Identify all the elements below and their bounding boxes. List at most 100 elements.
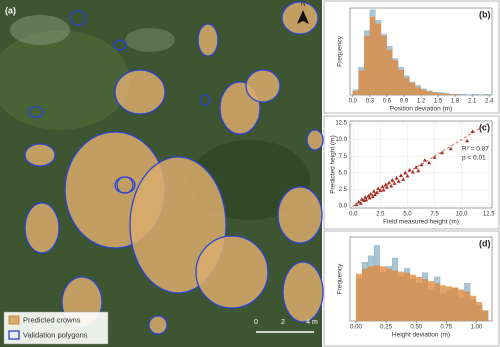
bar — [392, 270, 398, 321]
point — [371, 189, 376, 193]
scale-label: 2 — [281, 319, 285, 326]
point — [470, 129, 475, 134]
bar — [482, 310, 489, 321]
bar — [392, 60, 399, 95]
point — [394, 175, 399, 180]
y-tick-label: 12.5 — [335, 121, 347, 127]
x-tick-label: 0.9 — [400, 99, 409, 105]
bar — [483, 93, 490, 96]
point — [389, 183, 394, 188]
point — [401, 177, 406, 181]
point — [376, 186, 381, 191]
point — [375, 190, 380, 195]
x-tick-label: 1.8 — [451, 99, 460, 105]
legend-label: Validation polygons — [23, 330, 88, 339]
bar — [381, 35, 387, 95]
annotation: p < 0.01 — [462, 155, 486, 162]
point — [422, 157, 427, 162]
panel-label: (c) — [479, 122, 490, 132]
bar — [362, 268, 368, 321]
bar — [438, 93, 444, 95]
bar — [410, 274, 416, 321]
point — [465, 138, 470, 143]
bar — [358, 70, 364, 95]
bar — [374, 265, 380, 321]
point — [358, 201, 363, 205]
bar — [352, 90, 359, 95]
bar — [409, 82, 416, 95]
bar — [404, 272, 410, 321]
x-tick-label: 12.5 — [483, 212, 495, 218]
x-tick-label: 0.75 — [440, 325, 452, 331]
scale-label: 0 — [254, 319, 258, 326]
bar — [440, 285, 447, 321]
point — [432, 155, 437, 159]
bar — [470, 295, 477, 321]
x-axis-label: Height deviation (m) — [392, 332, 450, 339]
x-tick-label: 0.0 — [349, 212, 358, 218]
x-tick-label: 5.0 — [403, 212, 412, 218]
x-tick-label: 2.1 — [468, 99, 477, 105]
y-axis-label: Predicted height (m) — [330, 135, 337, 194]
point — [448, 146, 453, 151]
point — [354, 202, 359, 207]
bar — [443, 94, 450, 95]
bar — [386, 268, 392, 321]
y-tick-label: 0.0 — [339, 204, 348, 210]
x-tick-label: 0.50 — [410, 325, 422, 331]
bar — [422, 279, 429, 321]
bar — [386, 49, 393, 95]
bar — [460, 93, 467, 96]
point — [372, 192, 377, 197]
bar — [368, 266, 374, 321]
x-tick-label: 7.5 — [430, 212, 439, 218]
point — [383, 182, 388, 187]
panel-label: (b) — [479, 9, 491, 19]
x-axis-label: Field measured height (m) — [383, 219, 459, 226]
bar — [380, 266, 386, 321]
panel-label: (d) — [479, 238, 491, 248]
x-tick-label: 0.25 — [380, 325, 392, 331]
point — [440, 150, 445, 155]
y-tick-label: 2.5 — [339, 187, 348, 193]
y-tick-label: 5.0 — [339, 170, 348, 176]
bar — [375, 23, 382, 95]
bar — [452, 287, 459, 321]
x-tick-label: 10.0 — [456, 212, 468, 218]
point — [380, 184, 385, 189]
bar — [403, 77, 410, 95]
x-tick-label: 1.5 — [434, 99, 443, 105]
point — [398, 173, 403, 177]
bar — [471, 93, 478, 96]
y-tick-label: 7.5 — [339, 154, 348, 160]
point — [359, 197, 364, 201]
y-axis-label: Frequency — [337, 263, 344, 294]
x-tick-label: 1.00 — [471, 325, 483, 331]
point — [367, 195, 372, 200]
aerial-map: N (a) Predicted crowns Validation polygo… — [0, 0, 324, 347]
bar — [434, 283, 441, 321]
bar — [446, 286, 453, 321]
bar — [398, 69, 404, 95]
x-tick-label: 1.2 — [417, 99, 426, 105]
point — [396, 179, 401, 183]
bar — [369, 16, 376, 96]
bar — [458, 289, 465, 321]
point — [384, 185, 389, 189]
point — [381, 187, 386, 192]
annotation: R² = 0.87 — [462, 146, 489, 153]
point — [414, 165, 419, 169]
point — [416, 168, 421, 173]
bar — [449, 94, 455, 95]
point — [364, 197, 369, 202]
point — [403, 170, 408, 175]
point — [392, 181, 397, 185]
bar — [364, 35, 370, 95]
north-label: N — [300, 1, 305, 8]
bar — [464, 291, 471, 321]
point — [363, 195, 368, 199]
bar — [421, 89, 427, 95]
point — [390, 177, 395, 182]
point — [419, 162, 424, 167]
